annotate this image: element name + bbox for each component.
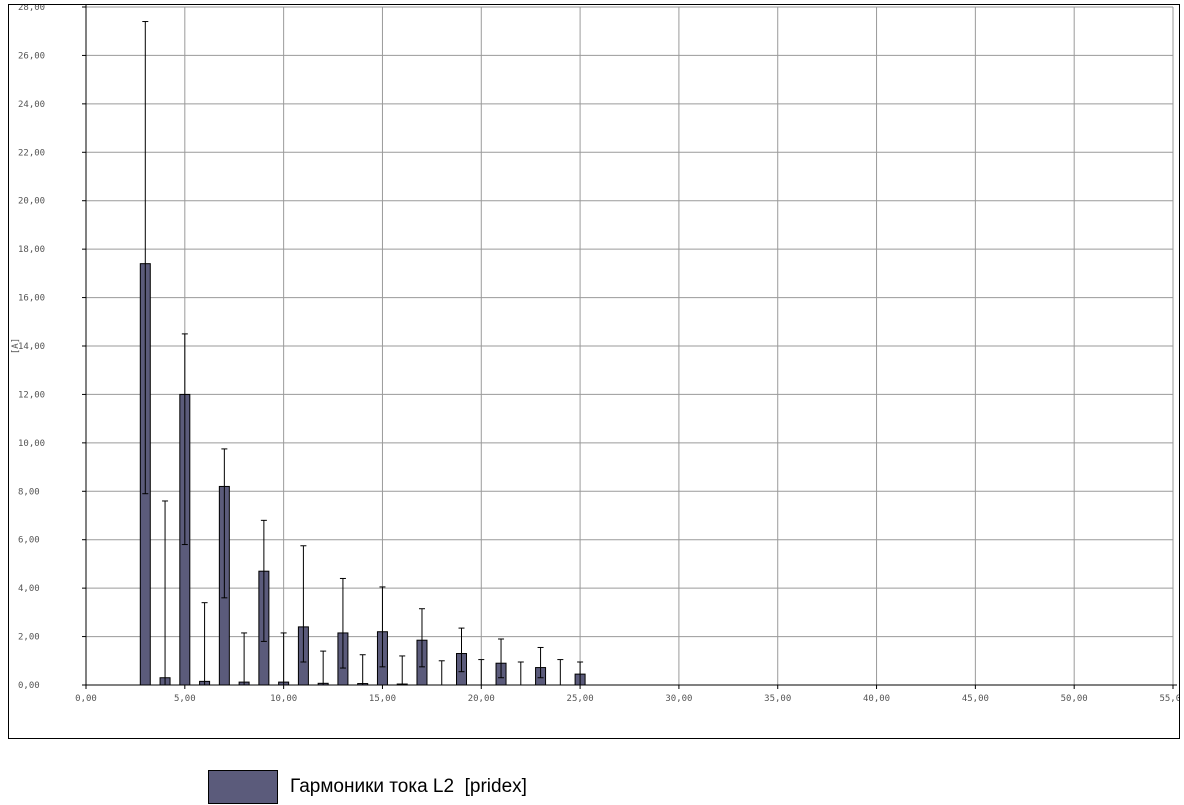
x-tick-label: 30,00 bbox=[665, 694, 692, 704]
y-tick-label: 24,00 bbox=[18, 100, 45, 110]
y-tick-label: 12,00 bbox=[18, 390, 45, 400]
y-tick-label: 6,00 bbox=[18, 536, 40, 546]
x-tick-label: 45,00 bbox=[962, 694, 989, 704]
y-tick-label: 18,00 bbox=[18, 245, 45, 255]
y-tick-label: 2,00 bbox=[18, 633, 40, 643]
x-tick-label: 40,00 bbox=[863, 694, 890, 704]
y-tick-label: 14,00 bbox=[18, 342, 45, 352]
x-tick-label: 15,00 bbox=[369, 694, 396, 704]
x-tick-label: 55,00 bbox=[1159, 694, 1179, 704]
x-tick-label: 35,00 bbox=[764, 694, 791, 704]
x-tick-label: 10,00 bbox=[270, 694, 297, 704]
y-tick-label: 26,00 bbox=[18, 51, 45, 61]
y-tick-label: 8,00 bbox=[18, 487, 40, 497]
x-tick-label: 25,00 bbox=[567, 694, 594, 704]
x-tick-label: 0,00 bbox=[75, 694, 97, 704]
x-tick-label: 20,00 bbox=[468, 694, 495, 704]
y-tick-label: 20,00 bbox=[18, 197, 45, 207]
y-tick-label: 28,00 bbox=[18, 5, 45, 13]
legend-label: Гармоники тока L2 [pridex] bbox=[290, 776, 527, 797]
harmonics-bar-chart: 0,00 2,00 4,00 6,00 8,00 10,00 12,00 14,00 16,00… bbox=[11, 5, 1179, 704]
y-axis-label: [A] bbox=[11, 338, 21, 354]
y-tick-label: 0,00 bbox=[18, 681, 40, 691]
y-tick-label: 22,00 bbox=[18, 148, 45, 158]
y-tick-label: 16,00 bbox=[18, 294, 45, 304]
x-tick-label: 5,00 bbox=[174, 694, 196, 704]
x-tick-label: 50,00 bbox=[1061, 694, 1088, 704]
chart-frame: 0,00 2,00 4,00 6,00 8,00 10,00 12,00 14,00 16,00… bbox=[8, 4, 1180, 739]
legend: Гармоники тока L2 [pridex] bbox=[208, 770, 527, 804]
legend-swatch bbox=[208, 770, 278, 804]
y-tick-label: 4,00 bbox=[18, 584, 40, 594]
y-tick-label: 10,00 bbox=[18, 439, 45, 449]
